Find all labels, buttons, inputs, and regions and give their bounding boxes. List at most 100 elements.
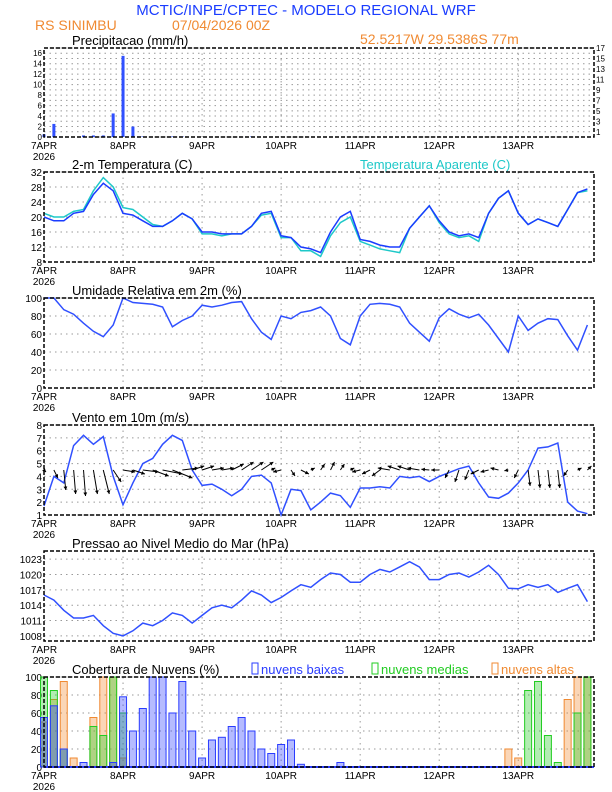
y-tick-label: 2 bbox=[38, 123, 43, 132]
wind-arrowhead bbox=[131, 469, 136, 474]
legend-mid: nuvens medias bbox=[381, 662, 469, 677]
low-cloud-bar bbox=[49, 705, 58, 768]
high-cloud-bar bbox=[504, 748, 513, 768]
x-tick-label: 12APR bbox=[423, 141, 455, 152]
y-tick-label: 5 bbox=[36, 460, 42, 471]
wind-arrowhead bbox=[164, 472, 169, 477]
plot-frame bbox=[43, 171, 595, 263]
wind-arrowhead bbox=[537, 484, 542, 488]
precip-bar bbox=[111, 113, 115, 137]
y-tick-label: 40 bbox=[31, 727, 43, 738]
y-tick-label: 13 bbox=[596, 65, 605, 74]
x-tick-label: 13APR bbox=[502, 392, 534, 403]
wind-vector bbox=[83, 469, 87, 497]
precip-bar bbox=[52, 123, 56, 137]
x-tick-label: 10APR bbox=[265, 392, 297, 403]
y-tick-label: 9 bbox=[596, 86, 601, 95]
wind-arrowhead bbox=[83, 492, 88, 496]
wind-arrowhead bbox=[464, 476, 468, 480]
y-tick-label: 8 bbox=[36, 258, 42, 269]
low-cloud-bar bbox=[237, 717, 246, 768]
wind-arrowhead bbox=[587, 466, 592, 470]
x-tick-label: 7APR bbox=[31, 392, 57, 403]
wind-arrowhead bbox=[220, 466, 224, 471]
high-cloud-bar bbox=[514, 757, 523, 768]
x-tick-label: 7APR bbox=[31, 771, 57, 782]
y-tick-label: 20 bbox=[31, 745, 43, 756]
y-tick-label: 5 bbox=[596, 107, 601, 116]
x-tick-label: 7APR bbox=[31, 141, 57, 152]
low-cloud-bar bbox=[148, 676, 157, 768]
x-tick-label: 8APR bbox=[110, 141, 136, 152]
x-tick-label: 11APR bbox=[345, 266, 376, 277]
y-tick-label: 15 bbox=[596, 54, 605, 63]
wind-arrowhead bbox=[527, 482, 532, 486]
plot-area bbox=[44, 551, 594, 641]
high-cloud-bar bbox=[69, 757, 78, 768]
y-tick-label: 1008 bbox=[20, 632, 43, 643]
wind-arrowhead bbox=[557, 484, 562, 488]
plot-frame bbox=[43, 676, 595, 768]
x-tick-label: 9APR bbox=[189, 141, 215, 152]
x-tick-label: 12APR bbox=[423, 645, 455, 656]
x-tick-label: 13APR bbox=[502, 141, 534, 152]
y-tick-label: 8 bbox=[38, 91, 43, 100]
x-tick-label: 10APR bbox=[265, 519, 297, 530]
wind-arrowhead bbox=[200, 465, 205, 469]
low-cloud-bar bbox=[178, 681, 187, 768]
x-tick-label: 12APR bbox=[423, 519, 455, 530]
y-tick-label: 1017 bbox=[20, 586, 43, 597]
wind-arrowhead bbox=[54, 474, 59, 478]
x-tick-label: 13APR bbox=[502, 266, 534, 277]
wind-arrowhead bbox=[269, 462, 274, 466]
x-tick-label: 10APR bbox=[265, 141, 297, 152]
low-cloud-bar bbox=[247, 730, 256, 768]
low-cloud-bar bbox=[277, 744, 286, 768]
plot-area bbox=[44, 425, 594, 515]
station-name: RS SINIMBU bbox=[35, 17, 117, 33]
wind-arrowhead bbox=[210, 465, 215, 469]
plot-area bbox=[44, 677, 594, 767]
panel-5: 0 20 40 60 80 100 7APR 8APR 9APR 10APR 11APR 12APR 1… bbox=[25, 673, 595, 792]
wind-arrowhead bbox=[304, 470, 309, 475]
x-tick-label: 11APR bbox=[345, 519, 376, 530]
wind-arrowhead bbox=[480, 469, 485, 474]
precip-title: Precipitacao (mm/h) bbox=[72, 33, 188, 48]
y-tick-label: 3 bbox=[36, 485, 42, 496]
x-tick-label: 13APR bbox=[502, 771, 534, 782]
legend-high: nuvens altas bbox=[501, 662, 574, 677]
x-year-label: 2026 bbox=[33, 782, 56, 792]
wind-arrowhead bbox=[504, 468, 509, 472]
panel-1: 8 12 16 20 24 28 32 7APR 8APR 9APR 10APR 11APR 12APR… bbox=[31, 168, 595, 288]
y-tick-label: 1023 bbox=[20, 555, 43, 566]
low-cloud-bar bbox=[217, 736, 226, 768]
panel-4: 1008 1011 1014 1017 1020 1023 7APR 8APR 9APR 10AP… bbox=[20, 550, 595, 667]
x-tick-label: 12APR bbox=[423, 771, 455, 782]
wind-arrowhead bbox=[230, 466, 234, 471]
y-tick-label: 10 bbox=[33, 81, 42, 90]
high-cloud-bar bbox=[563, 699, 572, 768]
x-tick-label: 13APR bbox=[502, 519, 534, 530]
x-tick-label: 9APR bbox=[189, 392, 215, 403]
y-tick-label: 32 bbox=[31, 168, 43, 179]
legend-low: nuvens baixas bbox=[261, 662, 345, 677]
wind-arrowhead bbox=[421, 467, 426, 472]
wind-arrowhead bbox=[94, 490, 99, 494]
y-tick-label: 40 bbox=[31, 348, 43, 359]
y-tick-label: 6 bbox=[38, 102, 43, 111]
wind-arrowhead bbox=[106, 490, 111, 494]
y-tick-label: 16 bbox=[33, 49, 42, 58]
mid-cloud-bar bbox=[89, 726, 98, 768]
wind-arrowhead bbox=[563, 472, 568, 476]
x-tick-label: 10APR bbox=[265, 645, 297, 656]
location: 52.5217W 29.5386S 77m bbox=[360, 31, 519, 47]
wind-arrowhead bbox=[321, 464, 325, 468]
y-tick-label: 0 bbox=[36, 384, 42, 395]
x-tick-label: 7APR bbox=[31, 519, 57, 530]
plot-frame bbox=[43, 424, 595, 516]
low-cloud-bar bbox=[207, 739, 216, 768]
wind-vector bbox=[102, 469, 110, 495]
y-tick-label: 80 bbox=[31, 312, 43, 323]
